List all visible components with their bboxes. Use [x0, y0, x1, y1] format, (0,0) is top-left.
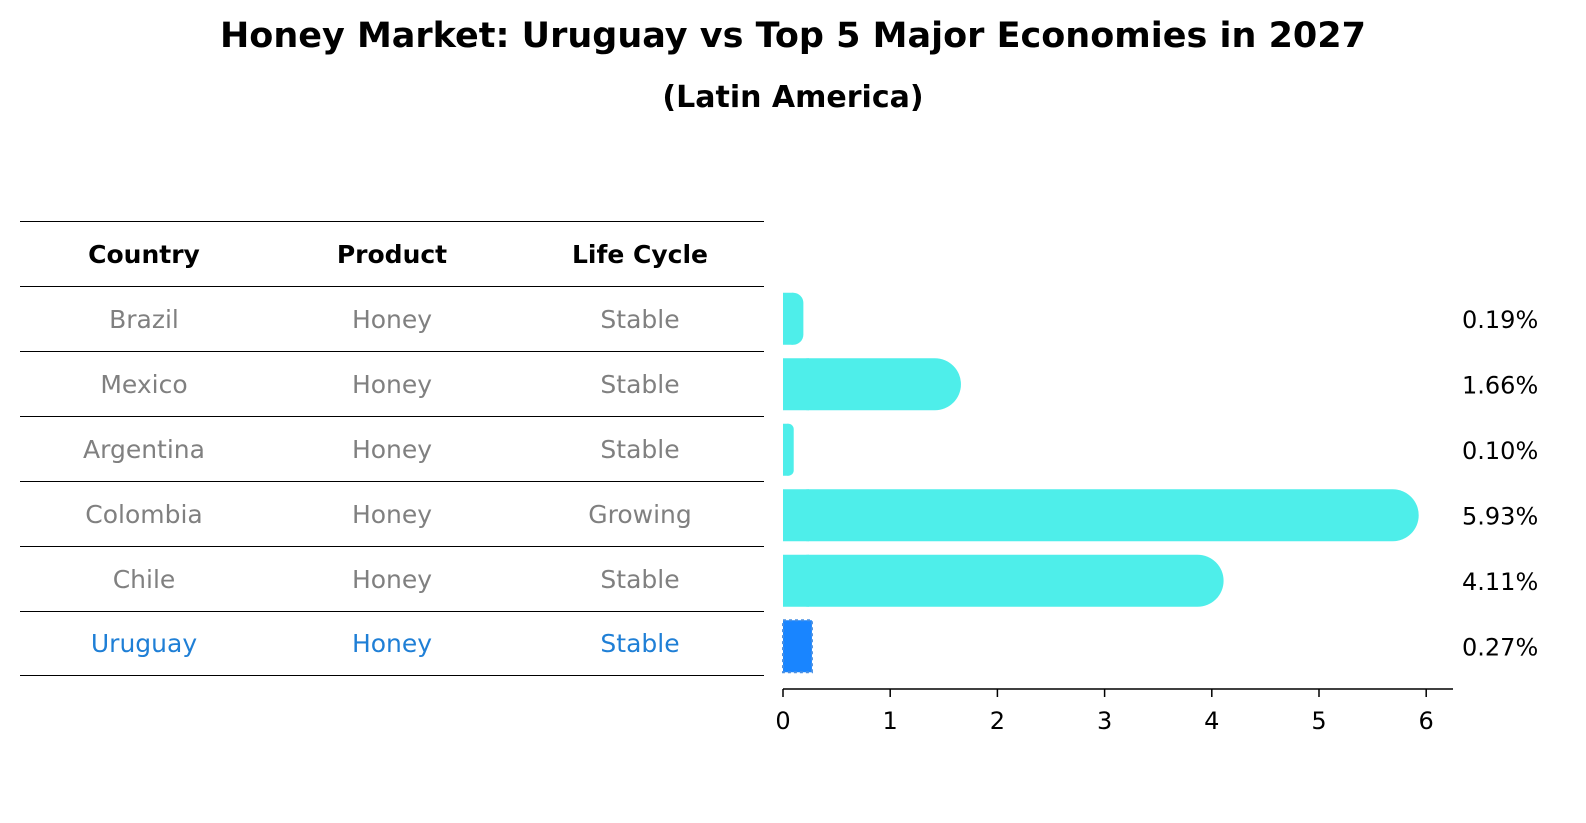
table-row-highlight: Uruguay Honey Stable: [20, 611, 764, 676]
cell-country: Chile: [112, 564, 176, 594]
x-tick-label: 6: [1419, 707, 1434, 735]
x-tick-label: 3: [1097, 707, 1112, 735]
x-tick-label: 2: [990, 707, 1005, 735]
cell-product: Honey: [351, 499, 433, 529]
data-table: Country Product Life Cycle Brazil Honey …: [20, 221, 764, 676]
cell-country: Uruguay: [90, 629, 198, 658]
value-label: 5.93%: [1462, 502, 1538, 530]
bar: [782, 619, 813, 674]
bar: [783, 489, 1419, 542]
table-row: Brazil Honey Stable: [20, 286, 764, 351]
header-country: Country: [88, 239, 200, 269]
cell-life-cycle: Stable: [600, 304, 680, 334]
cell-product: Honey: [351, 434, 433, 464]
cell-life-cycle: Stable: [600, 434, 680, 464]
table-row: Mexico Honey Stable: [20, 351, 764, 416]
x-tick-label: 4: [1204, 707, 1219, 735]
bar: [783, 358, 961, 411]
bar-left-edge: [783, 423, 789, 476]
bar-left-edge: [783, 358, 809, 411]
cell-country: Brazil: [109, 304, 179, 334]
value-label: 0.27%: [1462, 633, 1538, 661]
header-product: Product: [336, 239, 448, 269]
bar: [783, 554, 1224, 607]
cell-life-cycle: Stable: [600, 369, 680, 399]
bar-left-edge: [783, 489, 809, 542]
header-life-cycle: Life Cycle: [571, 239, 709, 269]
bar-left-edge: [783, 554, 809, 607]
x-tick-label: 0: [775, 707, 790, 735]
table-row: Chile Honey Stable: [20, 546, 764, 611]
x-tick-label: 1: [883, 707, 898, 735]
cell-product: Honey: [351, 564, 433, 594]
cell-product: Honey: [351, 629, 433, 658]
chart-subtitle: (Latin America): [662, 80, 924, 115]
value-label: 0.10%: [1462, 437, 1538, 465]
x-tick-label: 5: [1311, 707, 1326, 735]
cell-life-cycle: Growing: [588, 499, 692, 529]
cell-product: Honey: [351, 369, 433, 399]
table-header-row: Country Product Life Cycle: [20, 221, 764, 286]
cell-life-cycle: Stable: [600, 629, 680, 658]
chart-title: Honey Market: Uruguay vs Top 5 Major Eco…: [219, 16, 1366, 56]
table-row: Colombia Honey Growing: [20, 481, 764, 546]
bar-left-edge: [783, 292, 794, 345]
cell-country: Argentina: [83, 434, 205, 464]
cell-country: Mexico: [100, 369, 188, 399]
cell-product: Honey: [351, 304, 433, 334]
cell-life-cycle: Stable: [600, 564, 680, 594]
value-label: 1.66%: [1462, 371, 1538, 399]
value-label: 0.19%: [1462, 306, 1538, 334]
cell-country: Colombia: [85, 499, 203, 529]
value-label: 4.11%: [1462, 568, 1538, 596]
table-row: Argentina Honey Stable: [20, 416, 764, 481]
